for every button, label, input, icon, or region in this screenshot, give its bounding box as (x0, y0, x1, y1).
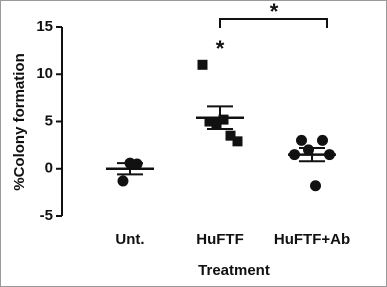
x-tick-label: HuFTF+Ab (274, 231, 350, 248)
x-tick-label: Unt. (115, 231, 144, 248)
y-tick-label: 5 (45, 112, 53, 129)
y-tick-label: -5 (40, 207, 53, 224)
annotation: * (216, 36, 225, 61)
data-point (204, 116, 215, 127)
annotation: * (270, 0, 279, 24)
x-tick-label: HuFTF (196, 231, 243, 248)
data-point (296, 134, 307, 146)
x-axis-label: Treatment (198, 262, 270, 279)
data-point (232, 136, 243, 147)
data-point (218, 114, 229, 125)
error-bar (299, 146, 325, 163)
significance-bracket (219, 18, 328, 28)
y-tick-label: 15 (36, 18, 53, 35)
data-point (211, 118, 222, 129)
data-point (317, 134, 328, 146)
y-tick-label: 10 (36, 65, 53, 82)
y-tick-label: 0 (45, 160, 53, 177)
y-axis-label: %Colony formation (11, 53, 28, 191)
data-point (117, 175, 129, 187)
data-point (225, 130, 236, 141)
error-bar (117, 162, 143, 176)
error-bar (207, 105, 233, 131)
data-point (197, 59, 208, 70)
data-point (310, 180, 321, 192)
